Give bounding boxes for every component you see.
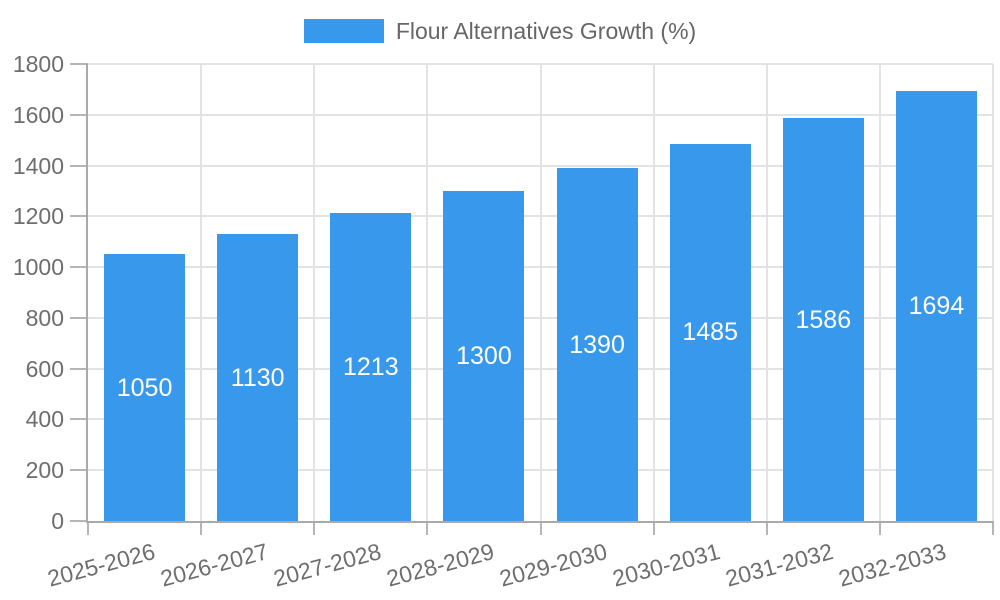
x-axis-tick: [765, 521, 768, 535]
y-axis-tick-label: 1400: [12, 152, 64, 179]
x-axis-tick-label: 2029-2030: [496, 538, 610, 592]
y-axis-tick: [70, 63, 88, 65]
x-axis-tick: [878, 521, 881, 535]
y-axis-tick-label: 200: [25, 457, 64, 484]
y-axis-tick-label: 1800: [12, 51, 64, 77]
x-axis-tick: [539, 521, 542, 535]
x-axis-tick: [426, 521, 429, 535]
y-axis-line: [86, 64, 88, 521]
x-axis-tick-label: 2028-2029: [383, 538, 497, 592]
x-axis-tick-label: 2032-2033: [836, 538, 950, 592]
y-axis-tick-label: 0: [51, 508, 64, 534]
x-axis-tick: [992, 521, 994, 535]
bar-2028-2029: 1300: [443, 190, 525, 521]
gridline-vertical: [765, 64, 768, 521]
x-axis-tick-label: 2031-2032: [723, 538, 837, 592]
x-axis-tick-label: 2026-2027: [157, 538, 271, 592]
bar-2032-2033: 1694: [895, 90, 977, 521]
legend-label: Flour Alternatives Growth (%): [395, 18, 697, 44]
bar-value-label: 1300: [456, 341, 512, 370]
bar-value-label: 1694: [908, 291, 965, 320]
y-axis-tick: [70, 164, 88, 167]
chart-legend[interactable]: Flour Alternatives Growth (%): [0, 19, 1000, 43]
x-axis-tick-label: 2030-2031: [609, 538, 723, 592]
y-axis-tick: [70, 367, 88, 370]
gridline-vertical: [992, 64, 994, 521]
y-axis-tick-label: 800: [25, 304, 64, 331]
gridline-vertical: [539, 64, 542, 521]
bar-2031-2032: 1586: [782, 118, 864, 521]
y-axis-tick: [70, 215, 88, 218]
bar-value-label: 1485: [682, 318, 738, 347]
bar-value-label: 1586: [795, 305, 852, 334]
bar-2030-2031: 1485: [669, 143, 751, 521]
bar-2027-2028: 1213: [330, 213, 412, 521]
x-axis-tick-label: 2027-2028: [270, 538, 384, 592]
x-axis-tick: [87, 521, 89, 535]
y-axis-tick: [70, 266, 88, 269]
gridline-vertical: [652, 64, 655, 521]
bar-2029-2030: 1390: [556, 168, 638, 521]
y-axis-tick-label: 600: [25, 355, 64, 382]
gridline-vertical: [200, 64, 203, 521]
bar-value-label: 1130: [230, 363, 285, 392]
y-axis-tick-label: 1000: [12, 254, 64, 281]
bar-value-label: 1050: [116, 373, 173, 402]
bar-value-label: 1390: [569, 330, 625, 359]
plot-area: 1050 1130 1213 1300 1390 1485 1586 1694: [88, 63, 994, 521]
gridline-vertical: [878, 64, 881, 521]
gridline-vertical: [313, 64, 316, 521]
x-axis-tick: [313, 521, 316, 535]
bar-value-label: 1213: [343, 353, 399, 382]
y-axis-tick: [70, 418, 88, 421]
y-axis-tick: [70, 316, 88, 319]
bar-2026-2027: 1130: [217, 234, 299, 521]
y-axis-tick: [70, 113, 88, 116]
y-axis-tick: [70, 469, 88, 472]
legend-swatch-icon: [303, 19, 384, 43]
x-axis-tick-label: 2025-2026: [44, 538, 158, 592]
gridline-vertical: [426, 64, 429, 521]
bar-2025-2026: 1050: [104, 254, 186, 521]
x-axis-tick: [652, 521, 655, 535]
x-axis-line: [86, 521, 993, 523]
y-axis-tick-label: 400: [25, 406, 64, 433]
y-axis-tick: [70, 520, 88, 522]
y-axis-tick-label: 1200: [12, 203, 64, 230]
y-axis-tick-label: 1600: [12, 101, 64, 128]
x-axis-tick: [200, 521, 203, 535]
